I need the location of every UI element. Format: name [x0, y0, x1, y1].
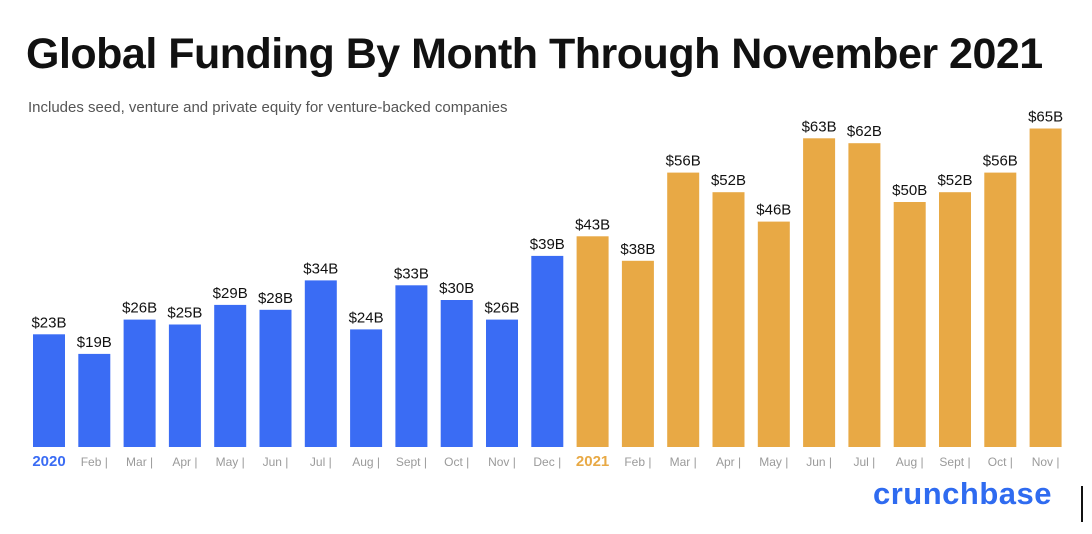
- data-label-2: $26B: [122, 300, 157, 317]
- bar-21: [984, 172, 1017, 447]
- data-label-9: $30B: [439, 280, 474, 297]
- tick-label-2: Mar |: [126, 455, 153, 469]
- text-cursor: [1081, 486, 1083, 522]
- tick-label-17: Jun |: [806, 455, 832, 469]
- tick-label-19: Aug |: [896, 455, 924, 469]
- tick-label-21: Oct |: [988, 455, 1013, 469]
- data-label-8: $33B: [394, 265, 429, 282]
- data-label-5: $28B: [258, 290, 293, 307]
- tick-label-9: Oct |: [444, 455, 469, 469]
- chart-subtitle: Includes seed, venture and private equit…: [28, 99, 508, 116]
- data-label-21: $56B: [983, 153, 1018, 170]
- tick-label-1: Feb |: [81, 455, 108, 469]
- tick-label-0: 2020: [32, 453, 65, 470]
- x-axis-ticks: 2020 Feb | Mar | Apr | May | Jun | Jul | Aug | S…: [32, 453, 1059, 470]
- data-label-3: $25B: [167, 305, 202, 322]
- bar-20: [939, 192, 971, 447]
- bar-1: [78, 353, 111, 447]
- data-label-13: $38B: [620, 241, 655, 258]
- tick-label-13: Feb |: [624, 455, 651, 469]
- data-label-14: $56B: [666, 153, 701, 170]
- tick-label-22: Nov |: [1032, 455, 1060, 469]
- chart-title: Global Funding By Month Through November…: [26, 30, 1043, 78]
- data-label-6: $34B: [303, 260, 338, 277]
- data-label-18: $62B: [847, 123, 882, 140]
- data-label-10: $26B: [484, 300, 519, 317]
- bar-22: [1029, 128, 1062, 447]
- bar-3: [168, 324, 201, 447]
- data-label-7: $24B: [349, 309, 384, 326]
- data-label-19: $50B: [892, 182, 927, 199]
- data-label-12: $43B: [575, 216, 610, 233]
- bar-16: [757, 221, 790, 447]
- tick-label-14: Mar |: [670, 455, 697, 469]
- data-label-1: $19B: [77, 334, 112, 351]
- tick-label-3: Apr |: [172, 455, 197, 469]
- bar-10: [486, 319, 518, 447]
- tick-label-4: May |: [216, 455, 245, 469]
- tick-label-7: Aug |: [352, 455, 380, 469]
- bar-8: [395, 285, 428, 447]
- data-label-4: $29B: [213, 285, 248, 302]
- crunchbase-logo[interactable]: crunchbase: [873, 476, 1053, 511]
- bar-11: [531, 255, 564, 447]
- tick-label-20: Sept |: [939, 455, 970, 469]
- bar-13: [621, 260, 654, 447]
- bar-7: [350, 329, 383, 447]
- bar-15: [712, 192, 745, 447]
- tick-label-8: Sept |: [396, 455, 427, 469]
- data-label-20: $52B: [937, 172, 972, 189]
- bar-6: [304, 280, 337, 447]
- tick-label-6: Jul |: [310, 455, 332, 469]
- bar-17: [803, 138, 836, 448]
- tick-label-10: Nov |: [488, 455, 516, 469]
- bar-9: [440, 300, 473, 447]
- bar-14: [667, 172, 700, 447]
- tick-label-16: May |: [759, 455, 788, 469]
- bar-5: [259, 309, 292, 447]
- data-label-17: $63B: [802, 118, 837, 135]
- bar-2: [123, 319, 156, 447]
- bar-12: [576, 236, 609, 447]
- data-label-0: $23B: [31, 314, 66, 331]
- bar-4: [214, 304, 247, 447]
- data-label-22: $65B: [1028, 109, 1063, 126]
- data-label-11: $39B: [530, 236, 565, 253]
- tick-label-5: Jun |: [263, 455, 289, 469]
- tick-label-18: Jul |: [854, 455, 876, 469]
- bar-18: [848, 143, 881, 447]
- bar-0: [33, 334, 65, 447]
- tick-label-11: Dec |: [533, 455, 561, 469]
- data-labels-layer: $23B $19B $26B $25B $29B $28B $34B $24B $33B $30B…: [31, 109, 1063, 351]
- tick-label-12: 2021: [576, 453, 609, 470]
- bars-layer: [33, 128, 1062, 448]
- tick-label-15: Apr |: [716, 455, 741, 469]
- data-label-15: $52B: [711, 172, 746, 189]
- bar-19: [893, 202, 926, 447]
- data-label-16: $46B: [756, 202, 791, 219]
